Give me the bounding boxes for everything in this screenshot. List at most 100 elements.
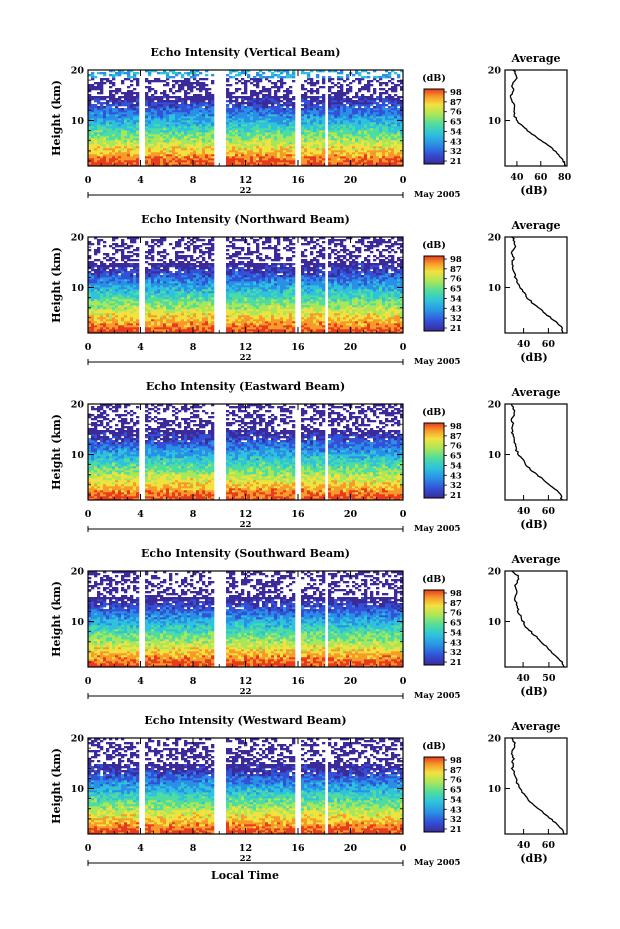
heatmap-cell (163, 162, 167, 165)
heatmap-cell (310, 132, 314, 135)
heatmap-cell (169, 307, 173, 310)
heatmap-cell (202, 114, 206, 117)
heatmap-cell (382, 134, 386, 137)
heatmap-cell (385, 148, 389, 151)
heatmap-cell (256, 136, 260, 139)
heatmap-cell (247, 164, 251, 167)
heatmap-cell (340, 102, 344, 105)
heatmap-cell (94, 265, 98, 268)
heatmap-cell (322, 140, 326, 143)
heatmap-cell (130, 146, 134, 149)
heatmap-cell (304, 72, 308, 75)
heatmap-cell (280, 164, 284, 167)
heatmap-cell (331, 102, 335, 105)
heatmap-cell (292, 114, 296, 117)
heatmap-cell (304, 146, 308, 149)
heatmap-cell (193, 114, 197, 117)
heatmap-cell (169, 122, 173, 125)
heatmap-cell (169, 313, 173, 316)
heatmap-cell (379, 98, 383, 101)
heatmap-cell (190, 112, 194, 115)
heatmap-cell (238, 128, 242, 131)
heatmap-cell (316, 76, 320, 79)
heatmap-cell (193, 144, 197, 147)
heatmap-cell (322, 106, 326, 109)
heatmap-cell (385, 84, 389, 87)
heatmap-cell (157, 140, 161, 143)
heatmap-cell (136, 134, 140, 137)
heatmap-cell (394, 116, 398, 119)
heatmap-cell (361, 136, 365, 139)
heatmap-cell (208, 88, 212, 91)
heatmap-cell (151, 116, 155, 119)
heatmap-cell (148, 291, 152, 294)
heatmap-cell (172, 124, 176, 127)
heatmap-cell (385, 124, 389, 127)
heatmap-cell (394, 98, 398, 101)
heatmap-cell (211, 100, 215, 103)
heatmap-cell (172, 96, 176, 99)
heatmap-cell (259, 152, 263, 155)
heatmap-cell (121, 128, 125, 131)
heatmap-cell (370, 98, 374, 101)
heatmap-cell (97, 295, 101, 298)
heatmap-cell (145, 162, 149, 165)
heatmap-cell (178, 150, 182, 153)
heatmap-cell (115, 126, 119, 129)
heatmap-cell (124, 122, 128, 125)
heatmap-cell (208, 94, 212, 97)
heatmap-cell (109, 281, 113, 284)
heatmap-cell (172, 315, 176, 318)
heatmap-cell (274, 162, 278, 165)
heatmap-cell (364, 100, 368, 103)
heatmap-cell (97, 239, 101, 242)
heatmap-cell (115, 237, 119, 240)
heatmap-cell (229, 132, 233, 135)
heatmap-cell (178, 114, 182, 117)
heatmap-cell (157, 307, 161, 310)
heatmap-cell (91, 110, 95, 113)
heatmap-cell (175, 102, 179, 105)
heatmap-cell (124, 118, 128, 121)
heatmap-cell (130, 301, 134, 304)
heatmap-cell (361, 126, 365, 129)
heatmap-cell (319, 144, 323, 147)
heatmap-cell (211, 116, 215, 119)
heatmap-cell (106, 325, 110, 328)
heatmap-cell (94, 76, 98, 79)
heatmap-cell (118, 104, 122, 107)
heatmap-cell (373, 108, 377, 111)
heatmap-cell (283, 102, 287, 105)
heatmap-cell (310, 148, 314, 151)
heatmap-cell (358, 148, 362, 151)
heatmap-cell (112, 267, 116, 270)
heatmap-cell (88, 116, 92, 119)
heatmap-cell (151, 70, 155, 73)
heatmap-cell (271, 142, 275, 145)
heatmap-cell (286, 72, 290, 75)
heatmap-cell (394, 152, 398, 155)
heatmap-cell (127, 152, 131, 155)
heatmap-cell (106, 136, 110, 139)
heatmap-cell (319, 100, 323, 103)
heatmap-cell (133, 263, 137, 266)
heatmap-cell (331, 164, 335, 167)
heatmap-cell (181, 142, 185, 145)
heatmap-cell (379, 118, 383, 121)
heatmap-cell (280, 142, 284, 145)
heatmap-cell (112, 124, 116, 127)
heatmap-cell (379, 120, 383, 123)
heatmap-cell (229, 100, 233, 103)
heatmap-cell (400, 114, 404, 117)
heatmap-cell (118, 297, 122, 300)
heatmap-cell (253, 106, 257, 109)
heatmap-cell (160, 327, 164, 330)
heatmap-cell (343, 106, 347, 109)
heatmap-cell (238, 72, 242, 75)
heatmap-cell (241, 120, 245, 123)
heatmap-cell (382, 146, 386, 149)
heatmap-cell (337, 112, 341, 115)
heatmap-cell (202, 128, 206, 131)
heatmap-cell (100, 263, 104, 266)
heatmap-cell (160, 164, 164, 167)
